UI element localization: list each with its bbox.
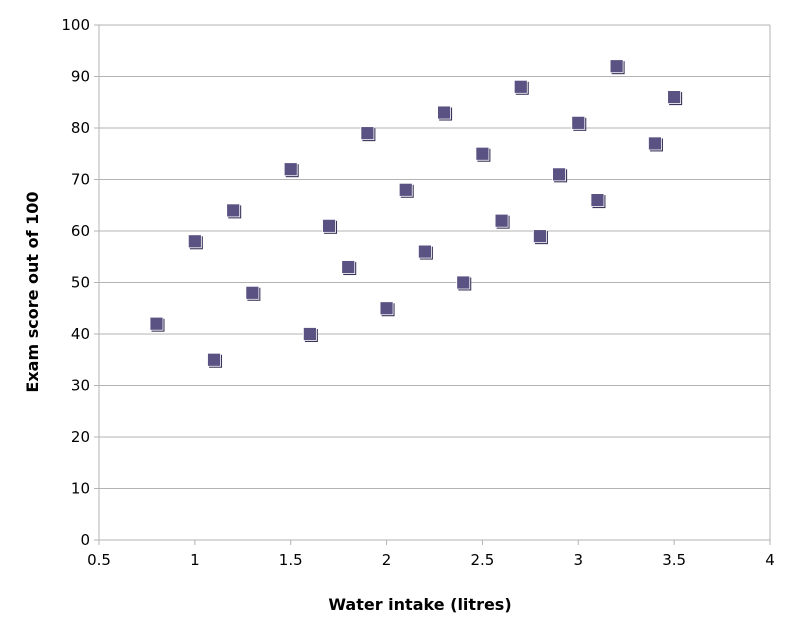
axes <box>94 24 771 545</box>
data-point <box>590 193 605 208</box>
y-tick-label: 60 <box>71 222 90 240</box>
data-point <box>187 234 202 249</box>
y-tick-label: 40 <box>71 325 90 343</box>
data-point <box>609 59 624 74</box>
data-point <box>418 244 432 259</box>
data-point <box>398 182 413 197</box>
data-point <box>475 146 490 161</box>
data-point <box>513 79 528 94</box>
data-point <box>494 213 509 228</box>
y-tick-label: 80 <box>71 119 90 137</box>
data-point <box>207 352 221 367</box>
data-point <box>533 229 547 244</box>
data-point <box>226 203 241 218</box>
y-tick-label: 50 <box>71 274 90 292</box>
data-point <box>360 126 375 141</box>
data-point <box>437 105 451 120</box>
data-point <box>283 162 298 177</box>
y-tick-label: 10 <box>71 480 90 498</box>
data-point <box>341 260 356 274</box>
x-tick-label: 1.5 <box>279 551 303 569</box>
x-tick-label: 2 <box>382 551 392 569</box>
x-tick-label: 2.5 <box>470 551 494 569</box>
x-tick-label: 1 <box>190 551 200 569</box>
data-point <box>571 115 586 130</box>
y-tick-label: 20 <box>71 428 90 446</box>
data-point <box>552 167 567 182</box>
data-point <box>322 218 336 233</box>
x-tick-labels: 0.5 1 1.5 2 2.5 3 3.5 4 <box>87 551 775 569</box>
y-tick-label: 30 <box>71 377 90 395</box>
data-point <box>245 285 260 300</box>
data-point <box>456 275 471 290</box>
x-tick-label: 3 <box>574 551 584 569</box>
data-point <box>149 316 164 331</box>
y-tick-label: 0 <box>80 531 90 549</box>
data-point <box>667 90 682 104</box>
y-tick-labels: 0 10 20 30 40 50 60 70 80 90 100 <box>61 16 90 549</box>
x-tick-label: 0.5 <box>87 551 111 569</box>
data-point <box>648 136 662 151</box>
y-axis-label: Exam score out of 100 <box>23 191 42 392</box>
data-point <box>302 327 317 341</box>
y-tick-label: 70 <box>71 171 90 189</box>
x-tick-label: 3.5 <box>662 551 686 569</box>
y-tick-label: 100 <box>61 16 90 34</box>
x-axis-label: Water intake (litres) <box>328 595 511 614</box>
data-points <box>149 59 683 368</box>
x-tick-label: 4 <box>765 551 775 569</box>
data-point <box>379 301 394 316</box>
y-tick-label: 90 <box>71 68 90 86</box>
